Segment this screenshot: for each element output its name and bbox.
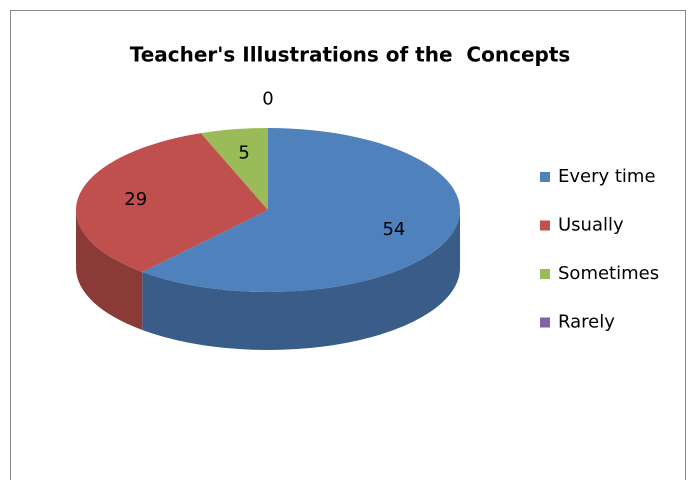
legend-label: Every time	[558, 166, 656, 187]
chart-title: Teacher's Illustrations of the Concepts	[130, 43, 571, 67]
data-label: 29	[124, 189, 147, 210]
legend-swatch	[540, 269, 550, 279]
slice-side	[76, 210, 143, 330]
slice	[76, 133, 269, 272]
slice	[200, 128, 268, 210]
data-label: 0	[262, 88, 273, 109]
slice-side	[142, 210, 461, 350]
legend-label: Sometimes	[558, 263, 659, 284]
legend-label: Usually	[558, 215, 624, 236]
legend-swatch	[540, 317, 550, 328]
legend-swatch	[540, 220, 550, 231]
slice	[142, 128, 461, 292]
legend-label: Rarely	[558, 312, 615, 333]
legend-swatch	[540, 172, 550, 182]
data-label: 54	[382, 219, 405, 240]
data-label: 5	[238, 143, 249, 164]
